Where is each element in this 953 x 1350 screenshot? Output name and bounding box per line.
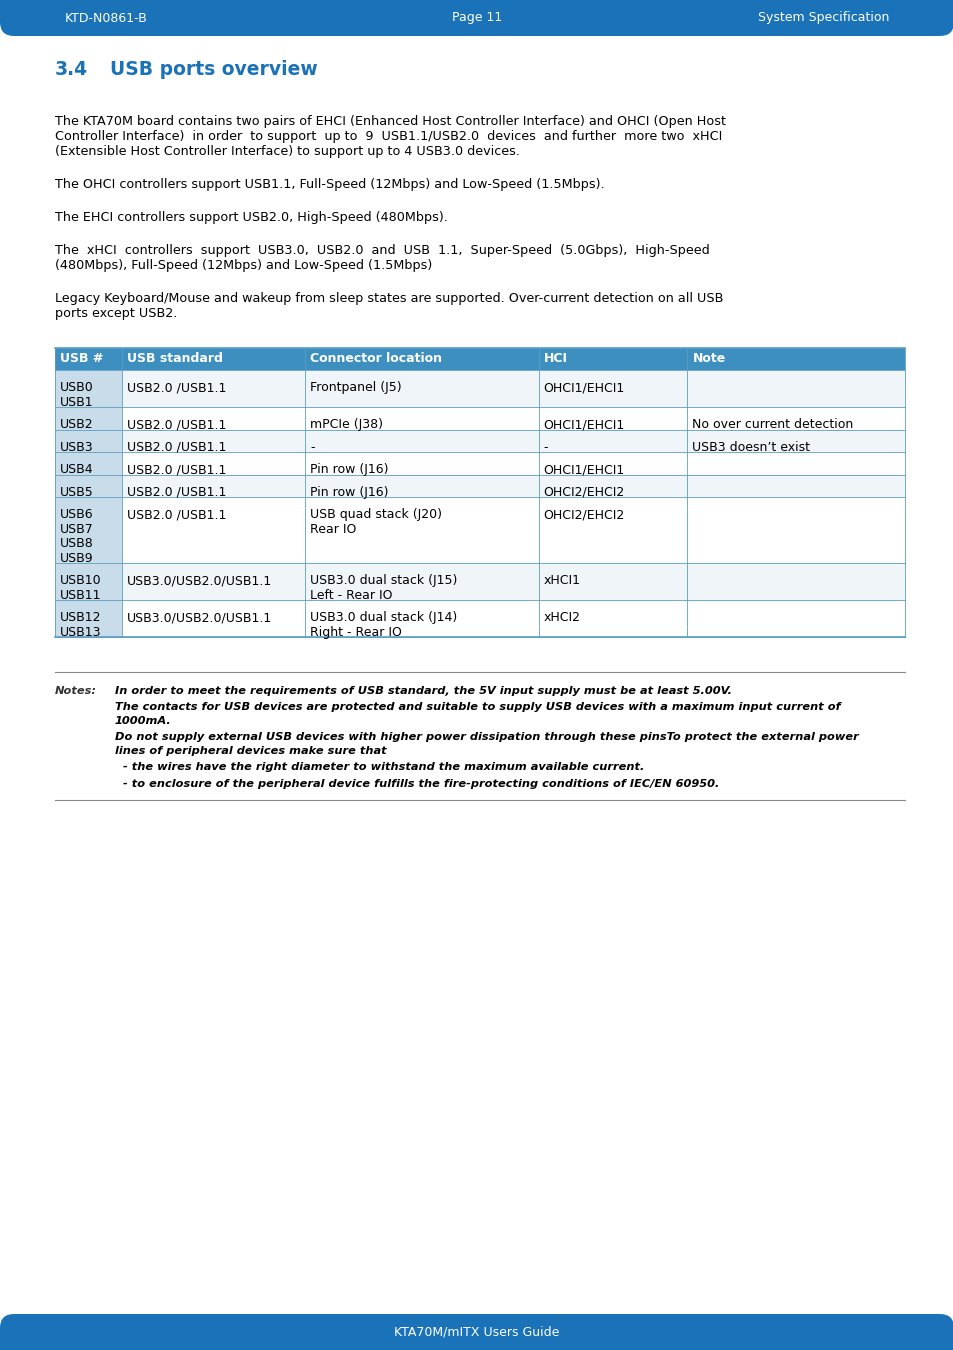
Text: Pin row (J16): Pin row (J16) bbox=[310, 486, 388, 498]
Bar bbox=[55, 370, 122, 406]
Text: USB2.0 /USB1.1: USB2.0 /USB1.1 bbox=[127, 418, 226, 431]
Text: USB2.0 /USB1.1: USB2.0 /USB1.1 bbox=[127, 440, 226, 454]
Text: The EHCI controllers support USB2.0, High-Speed (480Mbps).: The EHCI controllers support USB2.0, Hig… bbox=[55, 211, 447, 224]
Bar bbox=[55, 474, 904, 497]
Text: Note: Note bbox=[692, 352, 725, 366]
Bar bbox=[55, 429, 904, 452]
Bar bbox=[55, 563, 904, 599]
Bar bbox=[55, 348, 904, 370]
Text: Right - Rear IO: Right - Rear IO bbox=[310, 626, 401, 639]
Text: USB3.0/USB2.0/USB1.1: USB3.0/USB2.0/USB1.1 bbox=[127, 574, 273, 587]
Text: USB2.0 /USB1.1: USB2.0 /USB1.1 bbox=[127, 508, 226, 521]
Text: - to enclosure of the peripheral device fulfills the fire-protecting conditions : - to enclosure of the peripheral device … bbox=[115, 779, 719, 788]
Text: USB9: USB9 bbox=[60, 552, 93, 564]
Text: Rear IO: Rear IO bbox=[310, 522, 355, 536]
Text: Page 11: Page 11 bbox=[452, 12, 501, 24]
Bar bbox=[55, 599, 904, 637]
Text: USB12: USB12 bbox=[60, 612, 101, 624]
Text: USB2.0 /USB1.1: USB2.0 /USB1.1 bbox=[127, 381, 226, 394]
Text: Pin row (J16): Pin row (J16) bbox=[310, 463, 388, 477]
Text: USB11: USB11 bbox=[60, 589, 101, 602]
Text: xHCI1: xHCI1 bbox=[543, 574, 580, 587]
Bar bbox=[0, 1328, 953, 1350]
Text: (480Mbps), Full-Speed (12Mbps) and Low-Speed (1.5Mbps): (480Mbps), Full-Speed (12Mbps) and Low-S… bbox=[55, 259, 432, 271]
Bar bbox=[55, 599, 122, 637]
Text: USB3 doesn’t exist: USB3 doesn’t exist bbox=[692, 440, 809, 454]
Text: USB1: USB1 bbox=[60, 396, 93, 409]
Bar bbox=[55, 452, 904, 474]
Text: USB standard: USB standard bbox=[127, 352, 223, 366]
Text: USB3.0/USB2.0/USB1.1: USB3.0/USB2.0/USB1.1 bbox=[127, 612, 273, 624]
Text: Frontpanel (J5): Frontpanel (J5) bbox=[310, 381, 401, 394]
Bar bbox=[55, 406, 122, 429]
FancyBboxPatch shape bbox=[0, 0, 953, 36]
Text: USB ports overview: USB ports overview bbox=[110, 59, 317, 80]
Text: USB0: USB0 bbox=[60, 381, 93, 394]
Text: The KTA70M board contains two pairs of EHCI (Enhanced Host Controller Interface): The KTA70M board contains two pairs of E… bbox=[55, 115, 725, 128]
Text: 3.4: 3.4 bbox=[55, 59, 88, 80]
Text: System Specification: System Specification bbox=[757, 12, 888, 24]
Text: USB5: USB5 bbox=[60, 486, 93, 498]
Bar bbox=[55, 563, 122, 599]
Text: KTD-N0861-B: KTD-N0861-B bbox=[65, 12, 148, 24]
Text: -: - bbox=[543, 440, 548, 454]
Bar bbox=[55, 497, 904, 563]
Text: OHCI2/EHCI2: OHCI2/EHCI2 bbox=[543, 486, 624, 498]
Text: USB13: USB13 bbox=[60, 626, 101, 639]
Text: Connector location: Connector location bbox=[310, 352, 441, 366]
Text: USB4: USB4 bbox=[60, 463, 93, 477]
Text: Do not supply external USB devices with higher power dissipation through these p: Do not supply external USB devices with … bbox=[115, 733, 858, 743]
Text: USB2: USB2 bbox=[60, 418, 93, 431]
Text: 1000mA.: 1000mA. bbox=[115, 716, 172, 726]
Text: OHCI1/EHCI1: OHCI1/EHCI1 bbox=[543, 418, 624, 431]
Text: USB3.0 dual stack (J15): USB3.0 dual stack (J15) bbox=[310, 574, 456, 587]
Text: USB2.0 /USB1.1: USB2.0 /USB1.1 bbox=[127, 486, 226, 498]
Text: USB10: USB10 bbox=[60, 574, 102, 587]
Bar bbox=[55, 429, 122, 452]
Text: - the wires have the right diameter to withstand the maximum available current.: - the wires have the right diameter to w… bbox=[115, 763, 643, 772]
Text: xHCI2: xHCI2 bbox=[543, 612, 580, 624]
Text: KTA70M/mITX Users Guide: KTA70M/mITX Users Guide bbox=[394, 1326, 559, 1338]
Text: OHCI1/EHCI1: OHCI1/EHCI1 bbox=[543, 463, 624, 477]
Text: USB3.0 dual stack (J14): USB3.0 dual stack (J14) bbox=[310, 612, 456, 624]
Text: Controller Interface)  in order  to support  up to  9  USB1.1/USB2.0  devices  a: Controller Interface) in order to suppor… bbox=[55, 130, 721, 143]
Text: Notes:: Notes: bbox=[55, 686, 97, 697]
FancyBboxPatch shape bbox=[0, 1314, 953, 1350]
Text: USB #: USB # bbox=[60, 352, 103, 366]
Text: ports except USB2.: ports except USB2. bbox=[55, 306, 177, 320]
Text: -: - bbox=[310, 440, 314, 454]
Text: (Extensible Host Controller Interface) to support up to 4 USB3.0 devices.: (Extensible Host Controller Interface) t… bbox=[55, 144, 519, 158]
Text: No over current detection: No over current detection bbox=[692, 418, 853, 431]
Text: The contacts for USB devices are protected and suitable to supply USB devices wi: The contacts for USB devices are protect… bbox=[115, 702, 840, 713]
Bar bbox=[55, 474, 122, 497]
Bar bbox=[55, 497, 122, 563]
Text: OHCI2/EHCI2: OHCI2/EHCI2 bbox=[543, 508, 624, 521]
Text: Legacy Keyboard/Mouse and wakeup from sleep states are supported. Over-current d: Legacy Keyboard/Mouse and wakeup from sl… bbox=[55, 292, 722, 305]
Text: OHCI1/EHCI1: OHCI1/EHCI1 bbox=[543, 381, 624, 394]
Bar bbox=[55, 452, 122, 474]
Text: In order to meet the requirements of USB standard, the 5V input supply must be a: In order to meet the requirements of USB… bbox=[115, 686, 731, 697]
Text: The OHCI controllers support USB1.1, Full-Speed (12Mbps) and Low-Speed (1.5Mbps): The OHCI controllers support USB1.1, Ful… bbox=[55, 178, 604, 190]
Text: The  xHCI  controllers  support  USB3.0,  USB2.0  and  USB  1.1,  Super-Speed  (: The xHCI controllers support USB3.0, USB… bbox=[55, 244, 709, 256]
Text: USB3: USB3 bbox=[60, 440, 93, 454]
Text: USB quad stack (J20): USB quad stack (J20) bbox=[310, 508, 441, 521]
Text: mPCIe (J38): mPCIe (J38) bbox=[310, 418, 382, 431]
Bar bbox=[55, 406, 904, 429]
Text: HCI: HCI bbox=[543, 352, 567, 366]
Text: USB7: USB7 bbox=[60, 522, 93, 536]
Bar bbox=[0, 0, 953, 22]
Text: USB6: USB6 bbox=[60, 508, 93, 521]
Text: Left - Rear IO: Left - Rear IO bbox=[310, 589, 392, 602]
Text: lines of peripheral devices make sure that: lines of peripheral devices make sure th… bbox=[115, 747, 386, 756]
Bar bbox=[55, 370, 904, 406]
Text: USB2.0 /USB1.1: USB2.0 /USB1.1 bbox=[127, 463, 226, 477]
Text: USB8: USB8 bbox=[60, 537, 93, 551]
